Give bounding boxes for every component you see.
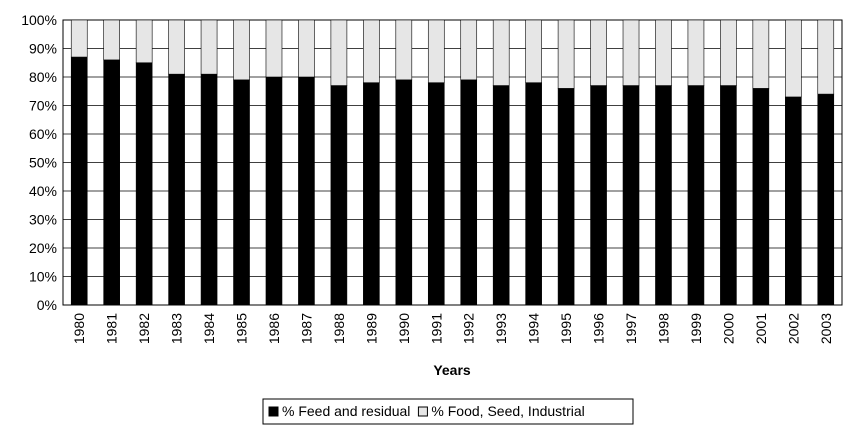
bar-segment	[265, 19, 283, 78]
y-tick-label: 10%	[29, 269, 57, 285]
bar-segment	[200, 73, 218, 306]
legend-box	[262, 398, 634, 425]
bar-segment	[363, 19, 380, 84]
bar-segment	[622, 85, 640, 306]
bar-segment	[298, 76, 315, 306]
bar-segment	[135, 19, 153, 64]
y-tick-label: 100%	[21, 12, 57, 28]
x-tick-label: 1981	[104, 313, 120, 344]
bar-segment	[427, 82, 445, 306]
legend-swatch	[417, 406, 428, 417]
bar-segment	[330, 85, 348, 306]
x-tick-label: 1987	[298, 313, 314, 344]
bar-segment	[395, 79, 413, 306]
bar-segment	[590, 85, 607, 306]
bar-segment	[103, 59, 120, 306]
bar-segment	[720, 19, 737, 86]
bar-segment	[752, 88, 770, 306]
bar-segment	[752, 19, 770, 89]
y-tick-label: 20%	[29, 240, 57, 256]
legend-label: % Food, Seed, Industrial	[431, 403, 584, 419]
x-tick-label: 1985	[234, 313, 250, 344]
x-tick-label: 1993	[493, 313, 509, 344]
bar-segment	[655, 19, 672, 86]
bar-segment	[525, 19, 542, 84]
bar-segment	[720, 85, 737, 306]
bar-segment	[103, 19, 120, 61]
y-tick-label: 60%	[29, 126, 57, 142]
x-tick-label: 1989	[363, 313, 379, 344]
x-tick-label: 2002	[785, 313, 801, 344]
bar-segment	[395, 19, 413, 81]
x-tick-label: 2001	[753, 313, 769, 344]
bar-segment	[168, 73, 185, 306]
x-tick-label: 1991	[428, 313, 444, 344]
bar-segment	[817, 19, 835, 95]
bar-segment	[590, 19, 607, 86]
x-tick-label: 1990	[396, 313, 412, 344]
bar-segment	[492, 19, 510, 86]
x-tick-label: 1986	[266, 313, 282, 344]
bar-segment	[233, 79, 250, 306]
x-tick-label: 2000	[720, 313, 736, 344]
x-tick-label: 1998	[655, 313, 671, 344]
y-tick-label: 50%	[29, 155, 57, 171]
x-tick-label: 1988	[331, 313, 347, 344]
bar-segment	[427, 19, 445, 84]
bar-segment	[233, 19, 250, 81]
x-tick-label: 2003	[818, 313, 834, 344]
bar-segment	[200, 19, 218, 75]
bar-segment	[265, 76, 283, 306]
x-axis-label: Years	[433, 362, 471, 378]
bar-segment	[330, 19, 348, 86]
bar-segment	[817, 93, 835, 306]
x-tick-label: 1992	[461, 313, 477, 344]
bar-segment	[70, 19, 88, 58]
bar-segment	[687, 85, 705, 306]
x-tick-label: 1980	[71, 313, 87, 344]
x-tick-label: 1994	[526, 313, 542, 344]
bar-segment	[557, 88, 575, 306]
x-tick-label: 1996	[591, 313, 607, 344]
legend-swatch	[268, 406, 279, 417]
bar-segment	[525, 82, 542, 306]
bar-segment	[687, 19, 705, 86]
bar-segment	[785, 96, 802, 306]
bar-segment	[655, 85, 672, 306]
bar-segment	[785, 19, 802, 98]
y-tick-label: 40%	[29, 183, 57, 199]
x-tick-label: 1982	[136, 313, 152, 344]
y-tick-label: 70%	[29, 98, 57, 114]
bar-segment	[70, 56, 88, 306]
y-tick-label: 80%	[29, 69, 57, 85]
bar-segment	[492, 85, 510, 306]
y-tick-label: 90%	[29, 41, 57, 57]
x-tick-label: 1984	[201, 313, 217, 344]
legend-label: % Feed and residual	[282, 403, 410, 419]
x-tick-label: 1983	[169, 313, 185, 344]
bar-segment	[557, 19, 575, 89]
x-tick-label: 1997	[623, 313, 639, 344]
bar-segment	[298, 19, 315, 78]
bar-segment	[135, 62, 153, 306]
bar-segment	[460, 79, 478, 306]
bar-segment	[363, 82, 380, 306]
bar-segment	[622, 19, 640, 86]
y-tick-label: 30%	[29, 212, 57, 228]
x-tick-label: 1995	[558, 313, 574, 344]
bar-segment	[460, 19, 478, 81]
y-tick-label: 0%	[37, 297, 57, 313]
x-tick-label: 1999	[688, 313, 704, 344]
bar-segment	[168, 19, 185, 75]
